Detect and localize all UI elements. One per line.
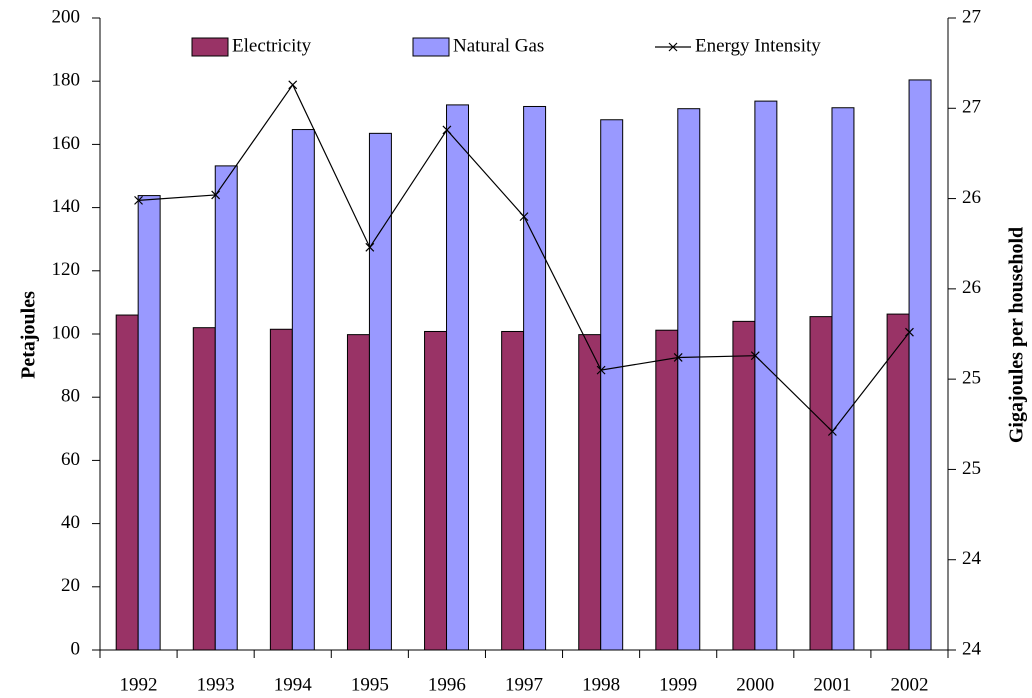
legend-label: Electricity <box>232 35 312 56</box>
y-tick-label: 60 <box>61 449 80 470</box>
y2-tick-label: 25 <box>962 458 981 479</box>
y-tick-label: 180 <box>52 70 81 91</box>
bar <box>192 327 216 651</box>
point-marker <box>519 212 529 222</box>
y-tick-label: 0 <box>71 638 81 659</box>
x-tick-label: 2000 <box>736 674 774 695</box>
point-marker <box>288 80 298 90</box>
y-tick-label: 120 <box>52 259 81 280</box>
legend-swatch <box>412 37 450 57</box>
y-tick-label: 20 <box>61 575 80 596</box>
legend-label: Energy Intensity <box>695 35 821 56</box>
bar <box>115 314 139 651</box>
bar <box>523 105 547 651</box>
y-tick-label: 160 <box>52 133 81 154</box>
bar <box>137 195 161 651</box>
x-tick-label: 1998 <box>582 674 620 695</box>
x-tick-label: 2001 <box>813 674 851 695</box>
bar <box>831 107 855 651</box>
y2-tick-label: 27 <box>962 97 981 118</box>
y-tick-label: 200 <box>52 6 81 27</box>
y2-tick-label: 25 <box>962 368 981 389</box>
bar <box>424 330 448 651</box>
bar <box>368 132 392 651</box>
bar <box>655 329 679 651</box>
y-axis-label: Petajoules <box>18 291 40 379</box>
y2-tick-label: 24 <box>962 638 982 659</box>
point-marker <box>673 353 683 362</box>
x-tick-label: 1996 <box>428 674 466 695</box>
x-tick-label: 1999 <box>659 674 697 695</box>
y2-tick-label: 24 <box>962 548 982 569</box>
x-tick-label: 1994 <box>274 674 313 695</box>
point-marker <box>596 365 606 375</box>
bar <box>501 330 525 651</box>
x-tick-label: 2002 <box>890 674 928 695</box>
legend-swatch <box>191 37 229 57</box>
bar <box>346 334 370 651</box>
point-marker <box>134 195 143 205</box>
bar <box>754 100 778 651</box>
bar <box>677 108 701 651</box>
x-tick-label: 1992 <box>120 674 158 695</box>
point-marker <box>905 327 914 337</box>
bar <box>269 328 293 651</box>
point-marker <box>365 242 375 252</box>
bar <box>446 104 469 651</box>
point-marker <box>750 351 760 361</box>
bar <box>732 320 756 651</box>
bar <box>214 165 238 651</box>
y-tick-label: 40 <box>61 512 80 533</box>
bar <box>908 79 932 651</box>
y2-axis-label: Gigajoules per household <box>1006 227 1028 443</box>
x-tick-label: 1993 <box>197 674 235 695</box>
y-tick-label: 140 <box>52 196 81 217</box>
legend-label: Natural Gas <box>453 35 544 56</box>
y-tick-label: 80 <box>61 386 80 407</box>
bar <box>886 313 910 651</box>
point-marker <box>827 427 837 436</box>
bar <box>809 316 833 651</box>
x-tick-label: 1995 <box>351 674 389 695</box>
bar <box>600 119 624 651</box>
y2-tick-label: 26 <box>962 187 981 208</box>
y2-tick-label: 26 <box>962 277 981 298</box>
legend-marker <box>668 42 678 52</box>
point-marker <box>442 125 452 135</box>
point-marker <box>211 190 221 200</box>
x-tick-label: 1997 <box>505 674 543 695</box>
bar <box>291 129 315 651</box>
y-tick-label: 100 <box>52 322 81 343</box>
bar <box>578 334 602 651</box>
y2-tick-label: 27 <box>962 6 981 27</box>
